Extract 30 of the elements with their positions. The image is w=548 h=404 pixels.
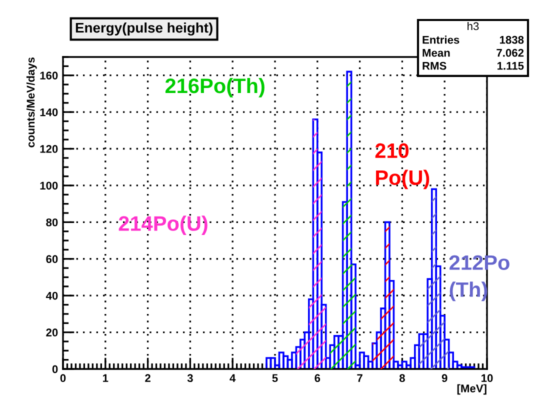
x-tick-label: 6 [314,374,320,382]
annotation: 210 Po(U) [375,143,430,190]
x-tick-label: 5 [272,374,278,382]
y-tick-label: 40 [46,292,58,300]
y-tick-label: 100 [40,182,58,190]
x-tick-label: 7 [357,374,362,382]
x-tick-label: 1 [103,374,108,382]
x-tick-label: 4 [230,374,236,382]
text: Mean 7.062 [422,48,524,57]
text: Entries 1838 [422,36,524,44]
y-tick-label: 60 [46,255,58,264]
y-tick-label: 140 [40,108,58,116]
x-tick-label: 3 [187,374,193,382]
y-tick-label: 0 [52,365,58,374]
chart-title: Energy(pulse height) [76,22,212,36]
annotation: 216Po(Th) [165,78,264,98]
y-tick-label: 120 [40,145,58,153]
x-axis-title: [MeV] [457,384,486,395]
annotation: 214Po(U) [118,216,208,236]
y-tick-label: 80 [46,218,58,226]
x-tick-label: 9 [442,374,448,382]
y-axis-title: counts/MeV/days [26,57,37,148]
y-tick-label: 160 [40,72,58,80]
text: h3 [468,22,479,30]
x-tick-label: 8 [399,374,405,382]
x-tick-label: 2 [145,374,150,382]
y-tick-label: 20 [46,328,58,336]
x-tick-label: 0 [60,374,66,382]
text: RMS 1.115 [422,62,524,70]
x-tick-label: 10 [482,374,493,382]
